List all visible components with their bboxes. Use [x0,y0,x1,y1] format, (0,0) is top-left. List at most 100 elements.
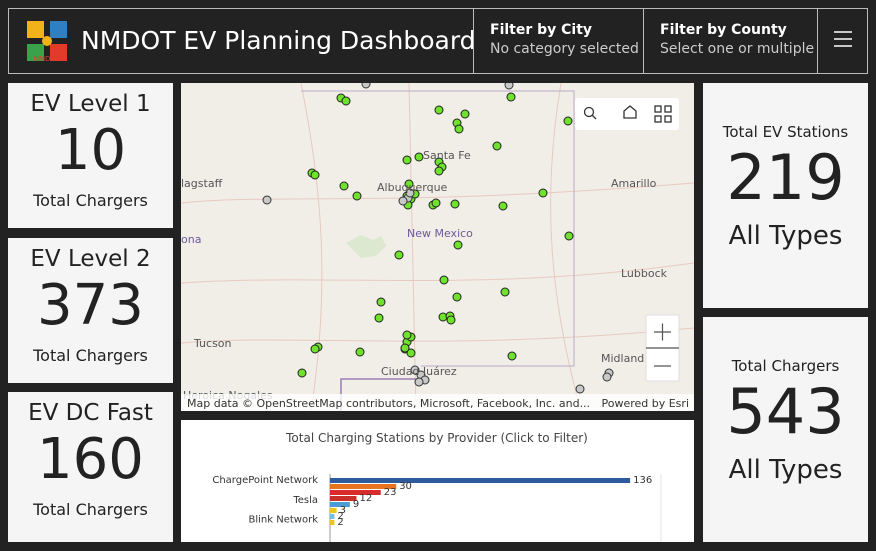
value-label: 12 [359,493,372,504]
category-label: Blink Network [249,515,319,526]
place-label: Ciudad Juárez [381,365,457,378]
title: NMDOT EV Planning Dashboard [81,26,476,55]
station-marker [453,240,463,250]
card-caption: All Types [728,221,843,251]
menu-button[interactable] [817,9,868,73]
station-marker [310,344,320,354]
search-button[interactable] [583,106,597,120]
header: NMDOT NMDOT EV Planning Dashboard Filter… [8,8,868,74]
card-value: 219 [726,141,845,214]
county-filter[interactable]: Filter by County Select one or multiple [643,9,817,73]
station-marker [339,181,349,191]
station-marker [404,179,414,189]
card-value: 10 [54,118,127,183]
bar[interactable] [330,520,335,525]
attribution: Map data © OpenStreetMap contributors, M… [187,397,590,410]
bar[interactable] [330,508,337,513]
station-marker [297,368,307,378]
card-caption: All Types [728,455,843,485]
card: EV Level 2 373 Total Chargers [8,238,173,383]
card-caption: Total Chargers [33,500,148,519]
station-marker [498,201,508,211]
chart-panel: Total Charging Stations by Provider (Cli… [181,420,694,542]
bar[interactable] [330,502,350,507]
station-marker [406,348,416,358]
station-marker [374,313,384,323]
station-marker [602,372,612,382]
bar[interactable] [330,514,335,519]
station-marker [450,199,460,209]
city-filter[interactable]: Filter by City No category selected [473,9,643,73]
card: Total EV Stations 219 All Types [703,83,868,308]
station-marker [310,170,320,180]
logo: NMDOT [27,21,67,63]
place-label: Lubbock [621,267,668,280]
station-marker [414,377,424,387]
filter-placeholder: No category selected [490,41,639,57]
filter-placeholder: Select one or multiple [660,41,815,57]
logo-text: NMDOT [34,55,61,63]
place-label: Amarillo [611,177,657,190]
map-toolbar [575,98,679,130]
station-marker [454,124,464,134]
station-marker [446,315,456,325]
station-marker [506,92,516,102]
bar[interactable] [330,484,397,489]
bar[interactable] [330,490,381,495]
chart-title: Total Charging Stations by Provider (Cli… [285,431,588,445]
station-marker [538,188,548,198]
station-marker [507,351,517,361]
card-title: Total EV Stations [722,123,849,141]
value-label: 2 [337,511,343,522]
station-marker [262,195,272,205]
zoom-buttons[interactable] [646,323,679,367]
card-value: 160 [37,427,144,492]
station-marker [398,196,408,206]
value-label: 2 [337,517,343,528]
value-label: 3 [340,505,346,516]
card-title: Total Chargers [731,357,840,375]
place-label: New Mexico [407,227,473,240]
qr-button[interactable] [654,105,672,123]
bar[interactable] [330,496,357,501]
powered-by: Powered by Esri [601,397,689,410]
station-marker [394,250,404,260]
value-label: 30 [399,481,412,492]
card: EV DC Fast 160 Total Chargers [8,392,173,542]
station-marker [434,105,444,115]
value-label: 9 [353,499,359,510]
card-caption: Total Chargers [33,346,148,365]
station-marker [500,287,510,297]
place-label: Midland [601,352,644,365]
place-label: ona [181,233,201,246]
station-marker [414,152,424,162]
place-label: lagstaff [181,177,223,190]
card-title: EV DC Fast [28,400,153,426]
card-title: EV Level 1 [30,91,151,117]
station-marker [504,83,514,90]
category-label: ChargePoint Network [212,475,318,486]
value-label: 136 [633,475,652,486]
station-marker [439,275,449,285]
filter-label: Filter by County [660,22,787,38]
bar[interactable] [330,478,631,483]
card-value: 543 [726,375,845,448]
station-marker [376,297,386,307]
station-marker [405,188,415,198]
home-button[interactable] [623,105,637,119]
bar-chart[interactable]: Total Charging Stations by Provider (Cli… [181,420,694,542]
card: Total Chargers 543 All Types [703,317,868,542]
place-label: Santa Fe [423,149,471,162]
filter-label: Filter by City [490,22,593,38]
station-marker [575,384,585,394]
card-title: EV Level 2 [30,246,151,272]
station-marker [452,292,462,302]
station-marker [410,365,420,375]
place-label: Tucson [193,337,232,350]
place-label: Albuquerque [377,181,448,194]
map[interactable]: Santa Fe Albuquerque New Mexico Amarillo… [181,83,694,411]
value-label: 23 [384,487,397,498]
station-marker [355,347,365,357]
station-marker [492,141,502,151]
